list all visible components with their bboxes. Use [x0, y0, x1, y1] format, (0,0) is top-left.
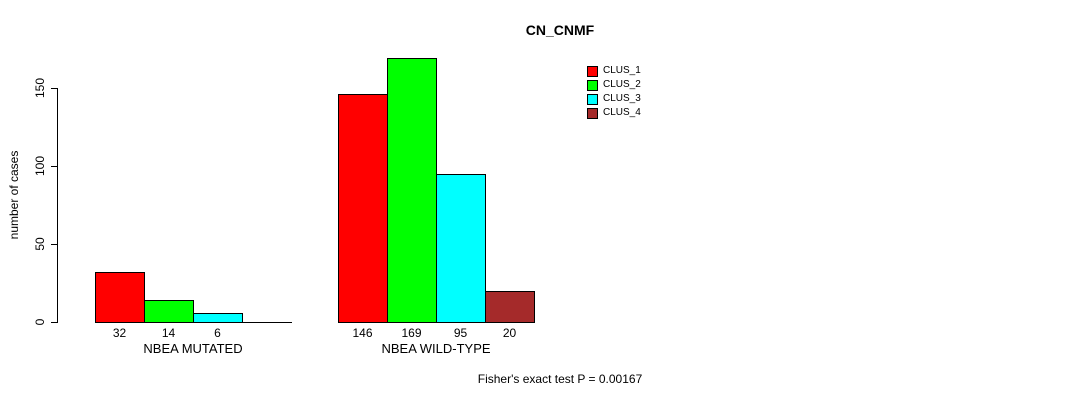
y-axis-tick [51, 166, 58, 167]
bar-value-label: 20 [502, 326, 517, 340]
bar-value-label: 32 [112, 326, 127, 340]
legend-item-label: CLUS_3 [603, 93, 641, 104]
y-axis-tick-label: 150 [33, 77, 47, 99]
y-axis-tick-label: 50 [33, 237, 47, 251]
category-label: NBEA MUTATED [143, 341, 243, 356]
legend: CLUS_1 CLUS_2 CLUS_3 CLUS_4 [587, 64, 641, 120]
legend-item: CLUS_2 [587, 78, 641, 92]
chart-title: CN_CNMF [525, 22, 595, 38]
legend-swatch-clus_3 [587, 93, 598, 105]
bar-value-label: 146 [352, 326, 373, 340]
legend-item-label: CLUS_1 [603, 65, 641, 76]
y-axis-line [57, 88, 58, 323]
legend-swatch-clus_2 [587, 79, 598, 91]
bar-clus_1-group1 [95, 272, 145, 323]
bar-clus_2-group1 [144, 300, 194, 323]
legend-swatch-clus_1 [587, 65, 598, 77]
bar-clus_4-group2 [485, 291, 535, 323]
bar-value-label: 95 [453, 326, 468, 340]
y-axis-tick [51, 244, 58, 245]
bar-clus_3-group2 [436, 174, 486, 323]
y-axis-tick [51, 322, 58, 323]
legend-item: CLUS_1 [587, 64, 641, 78]
fisher-test-annotation: Fisher's exact test P = 0.00167 [477, 372, 643, 386]
bar-clus_1-group2 [338, 94, 388, 323]
bar-clus_3-group1 [193, 313, 243, 323]
category-label: NBEA WILD-TYPE [381, 341, 491, 356]
bar-clus_2-group2 [387, 58, 437, 323]
bar-value-label: 14 [161, 326, 176, 340]
legend-swatch-clus_4 [587, 107, 598, 119]
y-axis-tick [51, 88, 58, 89]
legend-item-label: CLUS_2 [603, 79, 641, 90]
legend-item: CLUS_3 [587, 92, 641, 106]
legend-item-label: CLUS_4 [603, 107, 641, 118]
bar-value-label: 6 [214, 326, 221, 340]
y-axis-tick-label: 0 [33, 318, 47, 326]
y-axis-tick-label: 100 [33, 155, 47, 177]
bar-value-label: 169 [401, 326, 422, 340]
legend-item: CLUS_4 [587, 106, 641, 120]
